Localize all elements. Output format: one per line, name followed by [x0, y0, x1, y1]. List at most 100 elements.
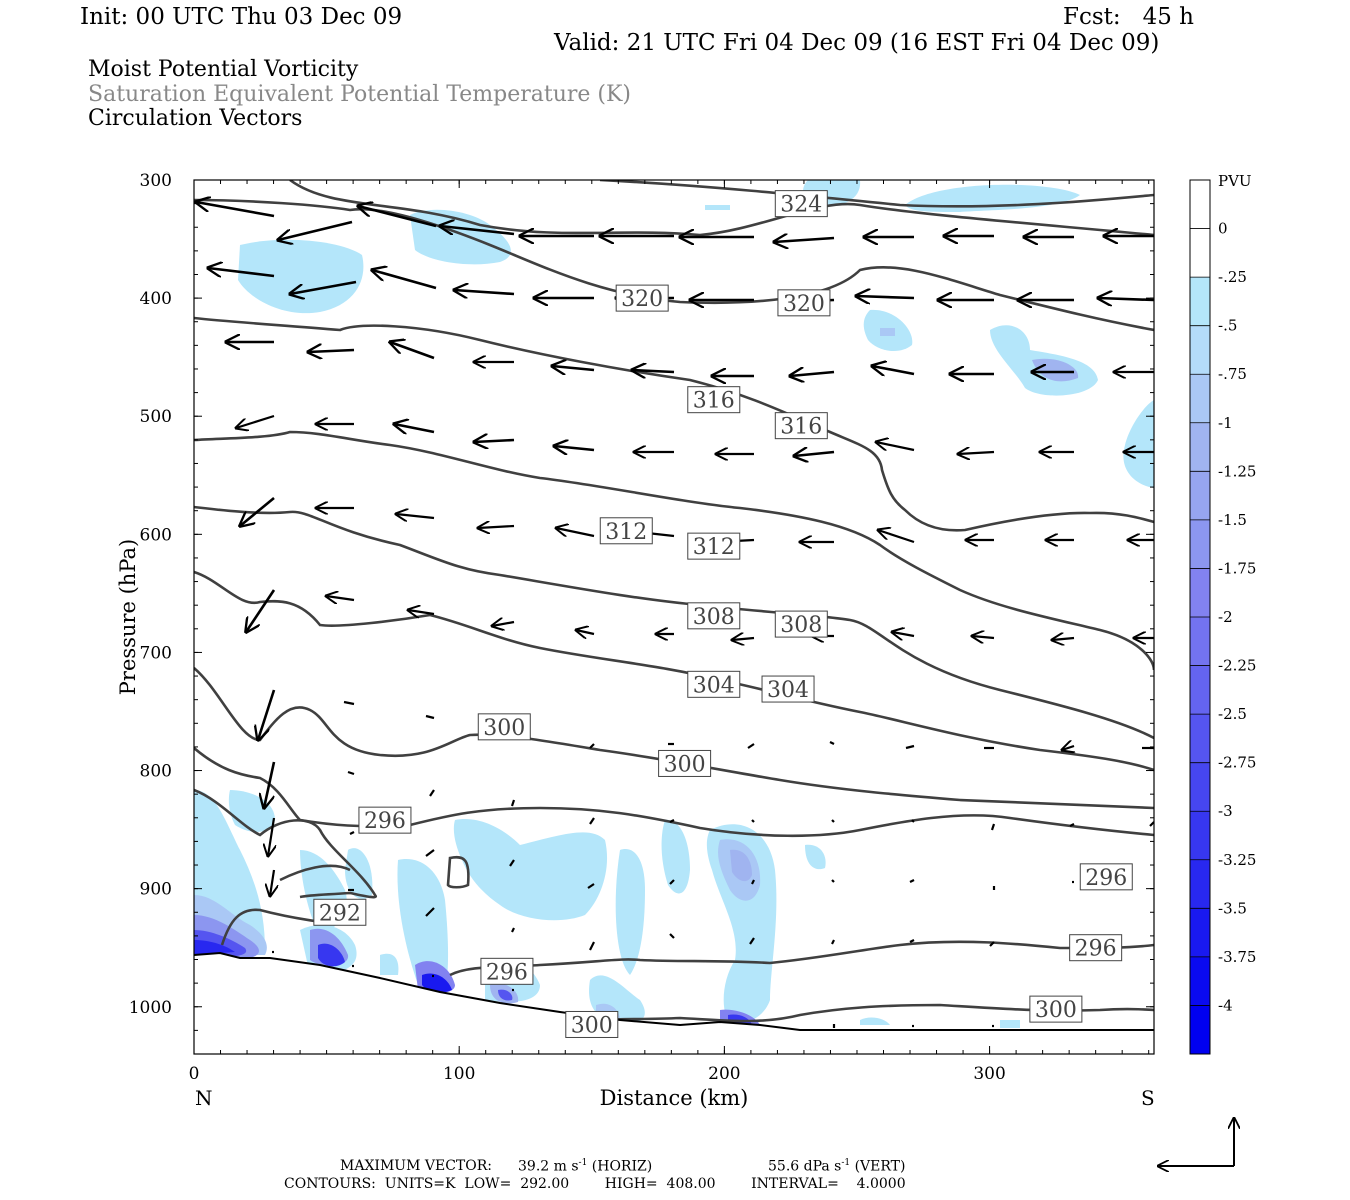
- colorbar-segment: [1190, 568, 1210, 618]
- contour-label-box: [1029, 995, 1083, 1023]
- vector-arrow: [589, 743, 595, 749]
- colorbar-label: -1.25: [1218, 462, 1256, 480]
- colorbar-segment: [1190, 665, 1210, 715]
- contour-label: 300: [571, 1013, 613, 1038]
- contour-label-box: [774, 412, 828, 440]
- contour-label: 320: [783, 292, 825, 317]
- south-label: S: [1141, 1086, 1155, 1110]
- colorbar-segment: [1190, 228, 1210, 278]
- contour-label: 300: [1035, 998, 1077, 1023]
- vector-arrow: [794, 452, 835, 456]
- contour-label-box: [599, 517, 653, 545]
- vector-arrow: [1069, 823, 1075, 827]
- vector-arrow: [831, 939, 835, 945]
- vector-arrow: [509, 859, 515, 867]
- contour-label: 300: [483, 716, 525, 741]
- tick-labels: 0 100 200 300 300 400 500 600 700 800 900 1000: [129, 171, 1006, 1084]
- vector-arrow: [270, 869, 274, 896]
- contour-label-box: [615, 284, 669, 312]
- vector-arrow: [425, 849, 435, 857]
- vector-arrow: [829, 741, 835, 745]
- colorbar-label: -2.5: [1218, 705, 1247, 723]
- contour-label: 296: [1075, 937, 1117, 962]
- contour-label: 304: [767, 678, 809, 703]
- y-tick-label: 1000: [129, 998, 172, 1018]
- contour-label-box: [1079, 863, 1133, 891]
- vector-arrow: [587, 883, 595, 889]
- axis-ticks: [193, 179, 1154, 1055]
- y-tick-label: 600: [140, 525, 172, 545]
- vector-arrow: [196, 202, 275, 218]
- reference-vector-icon: [1158, 1118, 1234, 1166]
- y-tick-label: 300: [140, 171, 172, 191]
- max-vector-label: MAXIMUM VECTOR:: [340, 1158, 492, 1174]
- field-label-vectors: Circulation Vectors: [88, 106, 303, 131]
- contour-label: 296: [364, 809, 406, 834]
- field-label-thetae: Saturation Equivalent Potential Temperat…: [88, 82, 631, 107]
- vector-arrow: [425, 714, 435, 720]
- valid-time: Valid: 21 UTC Fri 04 Dec 09 (16 EST Fri …: [554, 30, 1160, 56]
- vector-arrow: [1098, 298, 1154, 300]
- vector-arrow: [732, 638, 755, 640]
- colorbar-label: -.25: [1218, 268, 1247, 286]
- vector-arrow: [326, 596, 355, 600]
- circulation-vectors: [196, 202, 1154, 1028]
- contour-label-box: [1069, 934, 1123, 962]
- contour-label: 304: [693, 673, 735, 698]
- vector-arrow: [576, 630, 595, 634]
- colorbar-label: 0: [1218, 220, 1228, 238]
- pv-colorbar: 0 -.25 -.5 -.75 -1 -1.25 -1.5 -1.75 -2 -2.25 -2.5 -…: [1189, 179, 1256, 1055]
- contour-label-box: [658, 749, 712, 777]
- vector-arrow: [958, 452, 995, 454]
- contour-label-box: [565, 1010, 619, 1038]
- vector-arrow: [911, 819, 915, 823]
- field-label-mpv: Moist Potential Vorticity: [88, 57, 359, 82]
- vector-arrow: [258, 689, 276, 740]
- colorbar-segment: [1190, 859, 1210, 909]
- vector-arrow: [349, 831, 355, 835]
- contour-label-box: [687, 602, 741, 630]
- vector-arrow: [1062, 746, 1074, 750]
- contour-label-box: [687, 386, 741, 414]
- vector-arrow: [669, 933, 675, 939]
- vector-arrow: [425, 907, 435, 917]
- vector-arrow: [972, 636, 995, 638]
- contour-label-box: [313, 898, 367, 926]
- colorbar-segment: [1190, 811, 1210, 861]
- init-time: Init: 00 UTC Thu 03 Dec 09: [80, 4, 403, 30]
- contour-labels: 324 320 320 316 316 312 312 308 308 304 304 300 300 2…: [313, 190, 1133, 1038]
- vector-arrow: [856, 296, 915, 298]
- vector-arrow: [510, 799, 516, 807]
- vert-vector-value: 55.6 dPa s-1 (VERT): [768, 1158, 906, 1175]
- vector-arrow: [556, 528, 595, 538]
- colorbar-segment: [1190, 422, 1210, 472]
- colorbar-segment: [1190, 908, 1210, 958]
- colorbar-segment: [1190, 762, 1210, 812]
- contour-label: 320: [621, 287, 663, 312]
- colorbar-label: -3.5: [1218, 899, 1247, 917]
- colorbar-segment: [1190, 519, 1210, 569]
- colorbar-label: -2.75: [1218, 754, 1256, 772]
- contour-label-box: [687, 670, 741, 698]
- colorbar-label: -4: [1218, 996, 1233, 1014]
- x-axis-label: Distance (km): [600, 1086, 749, 1110]
- vector-arrow: [831, 819, 835, 823]
- colorbar-label: -1.75: [1218, 559, 1256, 577]
- colorbar-unit: PVU: [1218, 172, 1252, 190]
- colorbar-segment: [1190, 714, 1210, 764]
- vector-arrow: [246, 589, 276, 632]
- vector-arrow: [478, 526, 515, 528]
- vector-arrow: [236, 414, 275, 428]
- vector-arrow: [264, 761, 276, 808]
- contour-label-box: [477, 713, 531, 741]
- vector-arrow: [554, 446, 595, 450]
- contour-label-box: [358, 806, 412, 834]
- vector-arrow: [208, 268, 275, 276]
- colorbar-label: -1: [1218, 414, 1233, 432]
- vector-arrow: [347, 770, 355, 776]
- contour-label: 316: [780, 415, 822, 440]
- colorbar-segment: [1190, 277, 1210, 327]
- vector-arrow: [669, 819, 675, 823]
- colorbar-segment: [1190, 1005, 1210, 1055]
